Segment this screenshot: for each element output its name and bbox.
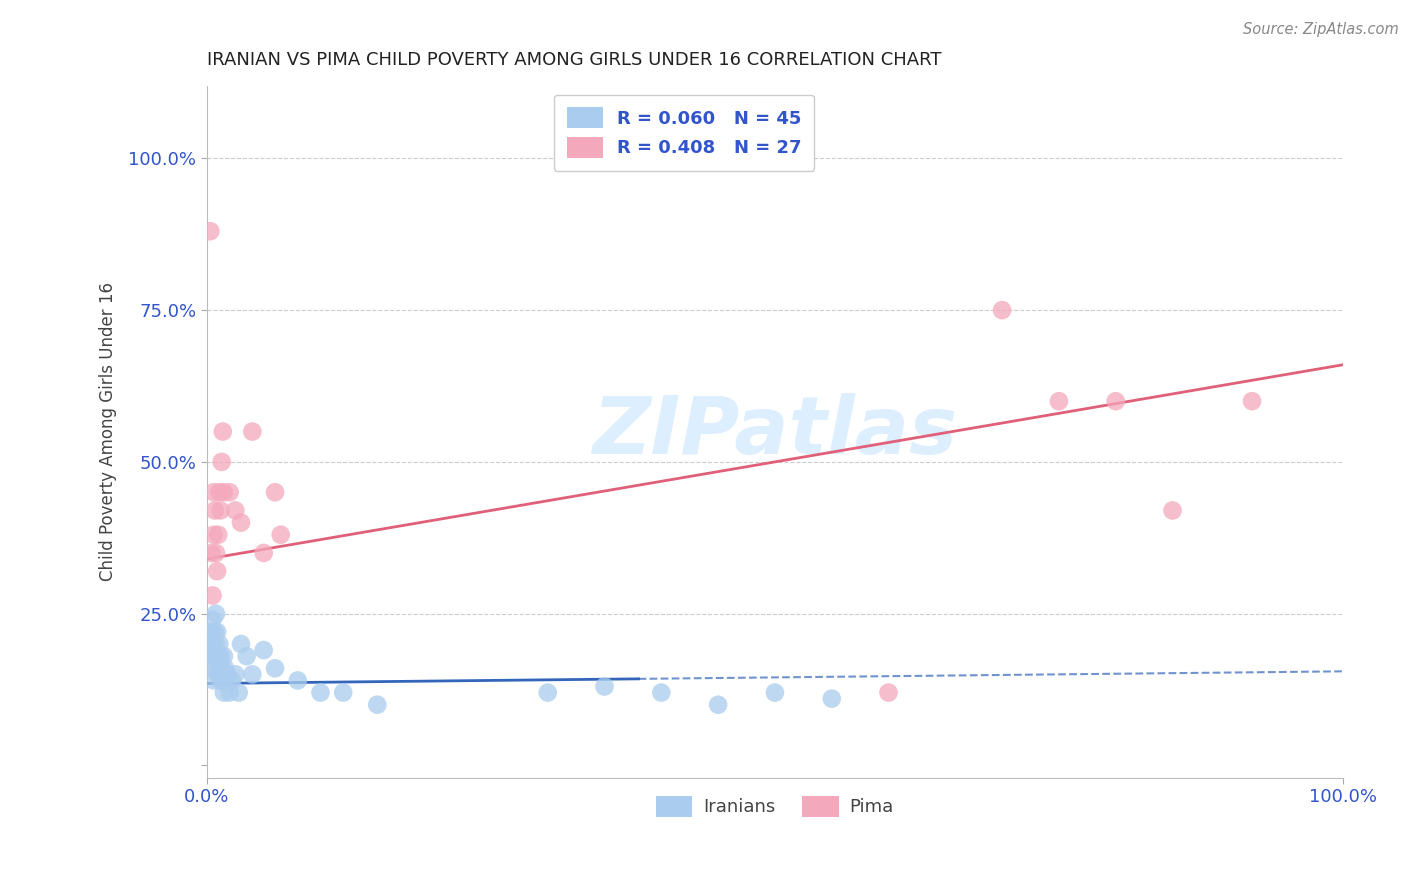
Point bbox=[202, 485, 225, 500]
Point bbox=[200, 224, 222, 238]
Point bbox=[200, 546, 222, 560]
Point bbox=[209, 649, 232, 664]
Point bbox=[205, 661, 228, 675]
Point bbox=[200, 661, 222, 675]
Point bbox=[309, 685, 332, 699]
Point bbox=[212, 685, 235, 699]
Point bbox=[221, 673, 243, 688]
Point bbox=[205, 546, 228, 560]
Point bbox=[204, 624, 226, 639]
Point bbox=[200, 637, 222, 651]
Point bbox=[224, 667, 246, 681]
Point bbox=[201, 637, 224, 651]
Point bbox=[1241, 394, 1264, 409]
Point bbox=[202, 527, 225, 541]
Point bbox=[201, 589, 224, 603]
Point bbox=[215, 673, 238, 688]
Point bbox=[202, 673, 225, 688]
Point bbox=[202, 649, 225, 664]
Point bbox=[287, 673, 309, 688]
Point bbox=[593, 680, 616, 694]
Text: ZIPatlas: ZIPatlas bbox=[592, 392, 957, 471]
Point bbox=[218, 685, 240, 699]
Point bbox=[201, 613, 224, 627]
Point bbox=[204, 649, 226, 664]
Point bbox=[218, 485, 240, 500]
Point bbox=[204, 503, 226, 517]
Point bbox=[1161, 503, 1184, 517]
Point bbox=[205, 637, 228, 651]
Point bbox=[205, 624, 228, 639]
Point bbox=[211, 455, 233, 469]
Point bbox=[212, 485, 235, 500]
Point bbox=[650, 685, 672, 699]
Text: IRANIAN VS PIMA CHILD POVERTY AMONG GIRLS UNDER 16 CORRELATION CHART: IRANIAN VS PIMA CHILD POVERTY AMONG GIRL… bbox=[207, 51, 942, 69]
Point bbox=[229, 637, 252, 651]
Point bbox=[877, 685, 900, 699]
Point bbox=[537, 685, 560, 699]
Point bbox=[211, 661, 233, 675]
Point bbox=[1047, 394, 1070, 409]
Point bbox=[205, 607, 228, 621]
Point bbox=[264, 661, 287, 675]
Y-axis label: Child Poverty Among Girls Under 16: Child Poverty Among Girls Under 16 bbox=[100, 282, 117, 581]
Point bbox=[264, 485, 287, 500]
Point bbox=[214, 661, 236, 675]
Point bbox=[207, 649, 229, 664]
Point bbox=[209, 673, 232, 688]
Point bbox=[198, 649, 221, 664]
Point bbox=[332, 685, 354, 699]
Point bbox=[707, 698, 730, 712]
Point bbox=[253, 643, 276, 657]
Point bbox=[208, 485, 231, 500]
Point bbox=[235, 649, 257, 664]
Point bbox=[211, 425, 233, 439]
Point bbox=[224, 503, 246, 517]
Point bbox=[209, 503, 232, 517]
Point bbox=[211, 673, 233, 688]
Point bbox=[253, 546, 276, 560]
Point bbox=[228, 685, 250, 699]
Point bbox=[821, 691, 844, 706]
Point bbox=[240, 667, 263, 681]
Point bbox=[229, 516, 252, 530]
Point bbox=[200, 624, 222, 639]
Point bbox=[1105, 394, 1128, 409]
Point bbox=[991, 303, 1014, 318]
Point bbox=[205, 564, 228, 578]
Text: Source: ZipAtlas.com: Source: ZipAtlas.com bbox=[1243, 22, 1399, 37]
Point bbox=[208, 637, 231, 651]
Legend: Iranians, Pima: Iranians, Pima bbox=[650, 789, 901, 824]
Point bbox=[207, 667, 229, 681]
Point bbox=[366, 698, 388, 712]
Point bbox=[763, 685, 786, 699]
Point bbox=[207, 527, 229, 541]
Point bbox=[240, 425, 263, 439]
Point bbox=[270, 527, 292, 541]
Point bbox=[212, 649, 235, 664]
Point bbox=[217, 667, 239, 681]
